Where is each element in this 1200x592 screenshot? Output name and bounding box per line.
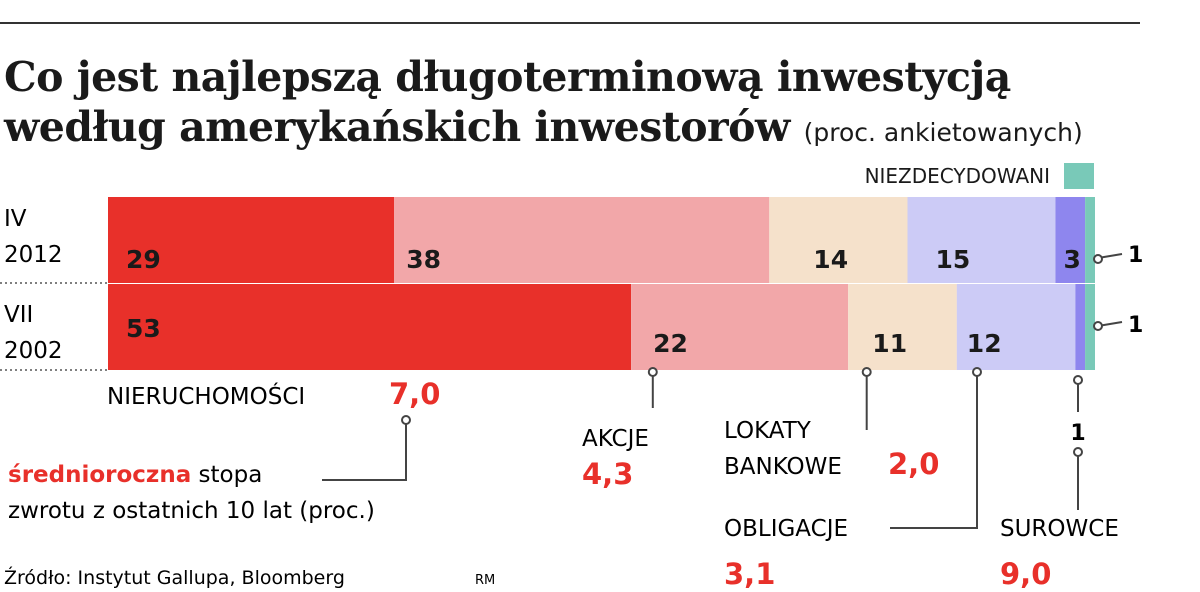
legend-label-undecided: NIEZDECYDOWANI [865,164,1050,188]
bar-nieruchomosci-2012 [108,197,395,283]
chart-subtitle: (proc. ankietowanych) [803,118,1083,147]
return-note-highlight: średnioroczna [8,462,191,488]
chart-title: Co jest najlepszą długoterminową inwesty… [4,52,1083,158]
label-obligacje: OBLIGACJE [724,516,848,542]
bar-niezdecydowani-2012 [1085,197,1095,283]
value-label-akcje-2012: 38 [406,245,441,274]
bar-obligacje-2002 [956,284,1076,370]
leader-dot-lokaty [861,367,872,377]
leader-dot-nieruchomosci [401,415,411,425]
value-label-surowce-2012: 3 [1064,245,1081,274]
value-label-obligacje-2002: 12 [967,329,1002,358]
bar-surowce-2012 [1055,197,1086,283]
return-nieruchomosci: 7,0 [389,377,440,411]
leader-dot-obligacje [972,367,982,377]
leader-dot-surowce-upper [1073,375,1083,385]
bar-lokaty-2002 [848,284,957,370]
label-lokaty-line2: BANKOWE [724,454,842,480]
bar-obligacje-2012 [907,197,1056,283]
value-label-nieruchomosci-2002: 53 [126,314,161,343]
title-line-2: według amerykańskich inwestorów (proc. a… [4,102,1083,158]
legend-swatch-undecided [1064,163,1094,189]
return-surowce: 9,0 [1000,557,1051,591]
top-rule [0,22,1140,24]
credit-text: RM [475,573,495,588]
leader-lines [322,253,1123,529]
leader-dot-undecided-2002 [1093,321,1103,331]
bar-lokaty-2012 [769,197,908,283]
label-nieruchomosci: NIERUCHOMOŚCI [107,382,305,410]
leader-dot-akcje [647,367,658,377]
row-label-2002-line1: VII [4,302,33,328]
label-surowce: SUROWCE [1000,516,1119,542]
value-label-lokaty-2002: 11 [872,329,907,358]
return-obligacje: 3,1 [724,557,775,591]
label-lokaty-line1: LOKATY [724,418,812,444]
leader-obligacje [890,372,978,529]
row-label-2012-line2: 2012 [4,242,63,268]
bars-group: 29 38 14 15 3 53 22 11 12 [108,197,1095,370]
surowce-2002-value-callout: 1 [1070,421,1085,446]
bar-nieruchomosci-2002 [108,284,632,370]
source-text: Źródło: Instytut Gallupa, Bloomberg [4,566,345,589]
row-label-2002-line2: 2002 [4,338,63,364]
value-label-akcje-2002: 22 [653,329,688,358]
return-lokaty: 2,0 [888,447,939,481]
bar-akcje-2002 [631,284,849,370]
title-line-1: Co jest najlepszą długoterminową inwesty… [4,53,1011,101]
title-line-2-text: według amerykańskich inwestorów [4,103,790,151]
leader-dot-surowce-lower [1073,447,1083,457]
label-akcje: AKCJE [582,426,649,452]
return-akcje: 4,3 [582,457,633,491]
value-label-lokaty-2012: 14 [813,245,848,274]
leader-dot-undecided-2012 [1093,254,1103,264]
return-note-line1: średnioroczna stopa [8,462,262,488]
row-label-2012-line1: IV [4,206,27,232]
leader-nieruchomosci [322,420,407,481]
undecided-2012-value: 1 [1128,243,1143,268]
undecided-2002-value: 1 [1128,313,1143,338]
bar-surowce-2002 [1075,284,1086,370]
return-note-line2: zwrotu z ostatnich 10 lat (proc.) [8,498,375,524]
value-label-obligacje-2012: 15 [936,245,971,274]
bar-niezdecydowani-2002 [1085,284,1095,370]
value-label-nieruchomosci-2012: 29 [126,245,161,274]
bar-akcje-2012 [394,197,770,283]
return-note-rest: stopa [199,462,263,488]
